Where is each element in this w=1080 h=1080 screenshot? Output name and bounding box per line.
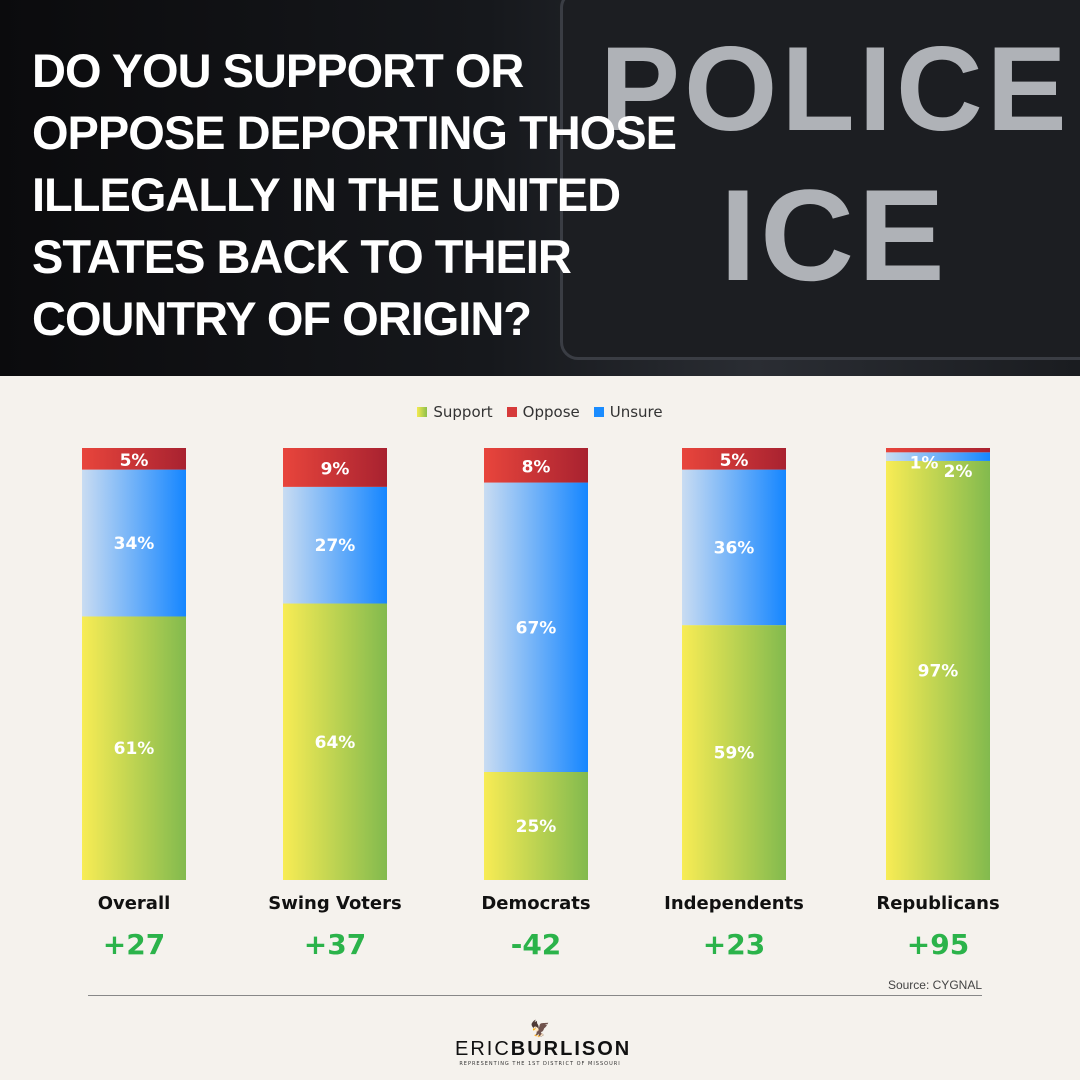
header-photo: POLICE ICE DO YOU SUPPORT OR OPPOSE DEPO… xyxy=(0,0,1080,376)
photo-text: POLICE xyxy=(600,22,1071,156)
data-label: 59% xyxy=(714,744,755,764)
data-label: 9% xyxy=(321,459,350,479)
legend-item-unsure: Unsure xyxy=(593,403,663,421)
logo-first: ERIC xyxy=(455,1038,511,1060)
logo-last: BURLISON xyxy=(510,1038,632,1060)
bar-unsure xyxy=(484,482,588,772)
category-label: Overall xyxy=(98,893,171,914)
bar-support xyxy=(682,625,786,880)
legend-label: Unsure xyxy=(609,403,663,421)
data-label: 27% xyxy=(315,536,356,556)
category-label: Democrats xyxy=(481,893,590,914)
legend-swatch xyxy=(593,407,604,417)
data-label: 5% xyxy=(120,451,149,471)
bar-unsure xyxy=(682,469,786,626)
source-note: Source: CYGNAL xyxy=(887,978,982,992)
data-label: 97% xyxy=(918,661,959,681)
data-label: 34% xyxy=(114,534,155,554)
photo-text: ICE xyxy=(720,162,949,308)
bar-support xyxy=(283,603,387,880)
category-label: Republicans xyxy=(876,893,999,914)
legend: Support Oppose Unsure xyxy=(0,403,1080,421)
bar-support xyxy=(886,460,990,880)
bar-support xyxy=(484,772,588,880)
eagle-icon: 🦅 xyxy=(530,1019,550,1038)
data-label: 67% xyxy=(516,618,557,638)
data-label: 8% xyxy=(522,457,551,477)
legend-item-support: Support xyxy=(417,403,493,421)
net-margin: +27 xyxy=(103,928,165,961)
bar-unsure xyxy=(82,469,186,617)
data-label: 64% xyxy=(315,733,356,753)
net-margin: +95 xyxy=(907,928,969,961)
legend-swatch xyxy=(506,407,517,417)
bar-support xyxy=(82,616,186,880)
logo-tagline: REPRESENTING THE 1ST DISTRICT OF MISSOUR… xyxy=(459,1061,621,1067)
category-label: Independents xyxy=(664,893,804,914)
bar-unsure xyxy=(886,452,990,461)
legend-swatch xyxy=(417,407,428,417)
police-ice-patch xyxy=(560,0,1080,360)
net-margin: -42 xyxy=(511,928,562,961)
data-label: 36% xyxy=(714,538,755,558)
data-label: 25% xyxy=(516,817,557,837)
data-label: 2% xyxy=(944,462,973,482)
divider xyxy=(88,995,982,996)
bar-oppose xyxy=(82,448,186,470)
legend-label: Support xyxy=(433,403,493,421)
category-label: Swing Voters xyxy=(268,893,401,914)
logo: 🦅 ERICBURLISON REPRESENTING THE 1ST DIST… xyxy=(455,1019,629,1068)
bar-oppose xyxy=(682,448,786,470)
bar-oppose xyxy=(886,448,990,453)
bar-unsure xyxy=(283,486,387,604)
data-label: 61% xyxy=(114,739,155,759)
page-title: DO YOU SUPPORT OR OPPOSE DEPORTING THOSE… xyxy=(32,44,677,345)
legend-label: Oppose xyxy=(522,403,580,421)
legend-item-oppose: Oppose xyxy=(506,403,580,421)
bar-oppose xyxy=(484,448,588,483)
data-label: 5% xyxy=(720,451,749,471)
data-label: 1% xyxy=(910,453,939,473)
net-margin: +37 xyxy=(304,928,366,961)
net-margin: +23 xyxy=(703,928,765,961)
bar-oppose xyxy=(283,448,387,487)
